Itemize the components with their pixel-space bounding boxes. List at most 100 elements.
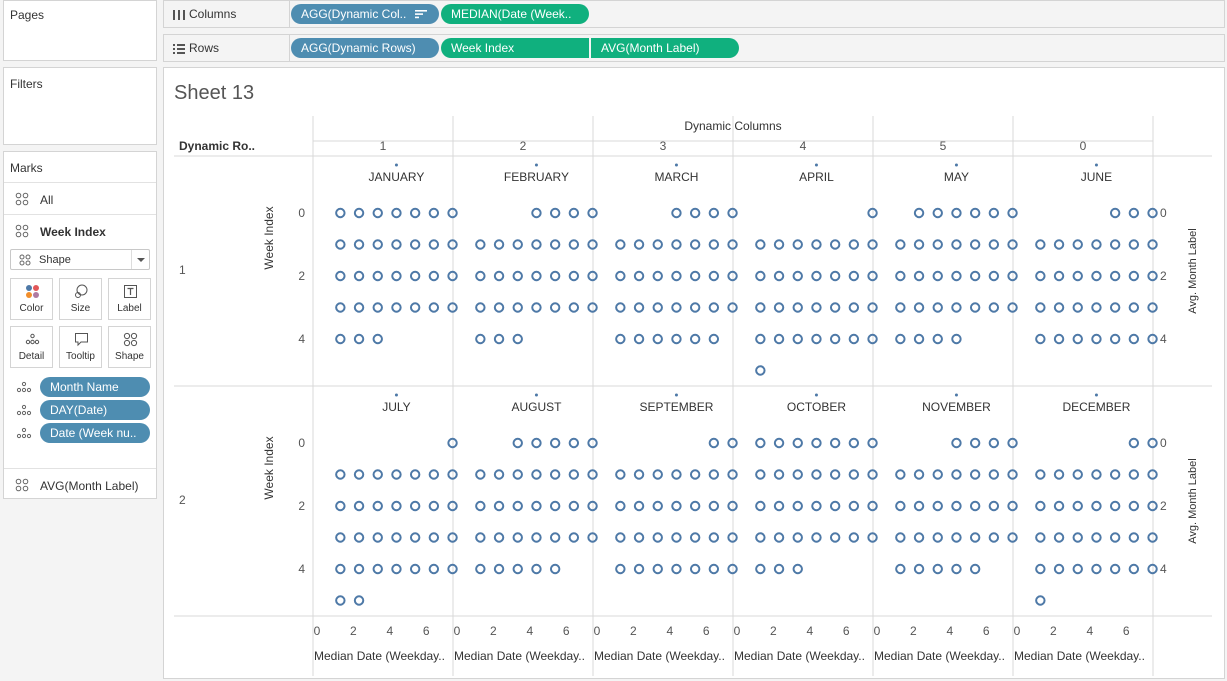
x-axis-tick: 6 bbox=[423, 624, 430, 638]
month-name-pill[interactable]: Month Name bbox=[40, 377, 150, 397]
shape-button[interactable]: Shape bbox=[108, 326, 151, 368]
day-mark bbox=[755, 469, 766, 480]
day-mark bbox=[1053, 500, 1065, 512]
mark-type-value: Shape bbox=[39, 254, 71, 266]
day-mark bbox=[867, 532, 878, 543]
columns-shelf[interactable]: Columns AGG(Dynamic Col.. MEDIAN(Date (W… bbox=[163, 0, 1225, 28]
columns-pill-dynamic-columns-label: AGG(Dynamic Col.. bbox=[301, 7, 407, 21]
month-label: FEBRUARY bbox=[504, 170, 569, 184]
day-mark bbox=[335, 239, 346, 250]
day-mark bbox=[409, 532, 421, 543]
day-mark bbox=[848, 469, 860, 480]
marks-all-row[interactable]: All bbox=[4, 182, 156, 214]
day-mark bbox=[811, 532, 822, 543]
x-axis-tick: 6 bbox=[703, 624, 710, 638]
day-mark bbox=[913, 207, 925, 219]
day-mark bbox=[335, 270, 346, 282]
marks-avg-month-label-row[interactable]: AVG(Month Label) bbox=[4, 468, 156, 500]
day-mark bbox=[335, 469, 346, 480]
day-mark bbox=[951, 270, 962, 282]
date-week-number-pill[interactable]: Date (Week nu.. bbox=[40, 423, 150, 443]
x-axis-tick: 0 bbox=[594, 624, 601, 638]
day-mark bbox=[1007, 469, 1018, 480]
x-axis-tick: 0 bbox=[734, 624, 741, 638]
day-mark bbox=[568, 532, 580, 543]
day-mark bbox=[792, 302, 803, 313]
month-label-mark bbox=[954, 163, 958, 167]
marks-field-row[interactable]: DAY(Date) bbox=[4, 399, 156, 421]
day-mark bbox=[1035, 270, 1046, 282]
rows-pill-week-index[interactable]: Week Index bbox=[441, 38, 589, 58]
day-mark bbox=[1109, 239, 1121, 250]
day-mark bbox=[829, 270, 841, 282]
marks-field-row[interactable]: Month Name bbox=[4, 376, 156, 398]
detail-button[interactable]: Detail bbox=[10, 326, 53, 368]
month-label: AUGUST bbox=[511, 400, 562, 414]
day-mark bbox=[549, 437, 561, 449]
day-mark bbox=[447, 500, 458, 512]
day-mark bbox=[447, 563, 458, 575]
day-mark bbox=[391, 302, 402, 313]
day-mark bbox=[447, 207, 458, 219]
day-mark bbox=[951, 333, 962, 345]
marks-week-index-row[interactable]: Week Index bbox=[4, 214, 156, 246]
rows-shelf[interactable]: Rows AGG(Dynamic Rows) Week Index AVG(Mo… bbox=[163, 34, 1225, 62]
day-mark bbox=[913, 469, 925, 480]
month-label: JANUARY bbox=[369, 170, 425, 184]
day-mark bbox=[587, 469, 598, 480]
worksheet[interactable]: Sheet 13 Dynamic Columns Dynamic Ro.. 1 2 3 4… bbox=[163, 67, 1225, 679]
x-axis-tick: 2 bbox=[910, 624, 917, 638]
day-mark bbox=[475, 239, 486, 250]
day-mark bbox=[689, 239, 701, 250]
day-mark bbox=[895, 469, 906, 480]
day-mark bbox=[633, 469, 645, 480]
x-axis-tick: 4 bbox=[666, 624, 673, 638]
day-mark bbox=[689, 500, 701, 512]
day-mark bbox=[1007, 500, 1018, 512]
day-mark bbox=[1053, 532, 1065, 543]
marks-field-row[interactable]: Date (Week nu.. bbox=[4, 422, 156, 444]
pages-shelf[interactable]: Pages bbox=[3, 0, 157, 61]
day-mark bbox=[1053, 333, 1065, 345]
day-mark bbox=[409, 469, 421, 480]
day-mark bbox=[353, 563, 365, 575]
day-mark bbox=[1007, 239, 1018, 250]
day-mark bbox=[409, 239, 421, 250]
day-mark bbox=[615, 469, 626, 480]
day-mark bbox=[829, 333, 841, 345]
day-mark bbox=[988, 532, 1000, 543]
mark-type-dropdown[interactable]: Shape bbox=[10, 249, 150, 270]
day-mark bbox=[447, 469, 458, 480]
trellis-scatter-chart[interactable]: Dynamic Columns Dynamic Ro.. 1 2 3 4 5 0 1 2 Week … bbox=[164, 68, 1224, 678]
day-mark bbox=[512, 563, 523, 575]
day-mark bbox=[1072, 333, 1083, 345]
day-mark bbox=[549, 302, 561, 313]
day-mark bbox=[493, 302, 505, 313]
label-button[interactable]: Label bbox=[108, 278, 151, 320]
rows-pill-dynamic-rows[interactable]: AGG(Dynamic Rows) bbox=[291, 38, 439, 58]
day-mark bbox=[1109, 207, 1121, 219]
tooltip-button[interactable]: Tooltip bbox=[59, 326, 102, 368]
day-mark bbox=[671, 239, 682, 250]
day-mark bbox=[1072, 500, 1083, 512]
filters-shelf[interactable]: Filters bbox=[3, 67, 157, 145]
day-mark bbox=[391, 500, 402, 512]
detail-icon bbox=[25, 333, 40, 345]
day-mark bbox=[493, 500, 505, 512]
day-mark bbox=[829, 239, 841, 250]
day-mark bbox=[447, 437, 458, 449]
day-mark bbox=[1128, 239, 1140, 250]
x-axis-title: Median Date (Weekday.. bbox=[314, 649, 445, 663]
columns-pill-median-date[interactable]: MEDIAN(Date (Week.. bbox=[441, 4, 589, 24]
day-date-pill[interactable]: DAY(Date) bbox=[40, 400, 150, 420]
color-button[interactable]: Color bbox=[10, 278, 53, 320]
size-button[interactable]: Size bbox=[59, 278, 102, 320]
day-mark bbox=[773, 333, 785, 345]
day-mark bbox=[848, 532, 860, 543]
day-mark bbox=[531, 563, 542, 575]
columns-pill-dynamic-columns[interactable]: AGG(Dynamic Col.. bbox=[291, 4, 439, 24]
rows-pill-avg-month-label[interactable]: AVG(Month Label) bbox=[591, 38, 739, 58]
day-mark bbox=[1128, 469, 1140, 480]
day-mark bbox=[335, 563, 346, 575]
chevron-down-icon[interactable] bbox=[131, 250, 149, 269]
